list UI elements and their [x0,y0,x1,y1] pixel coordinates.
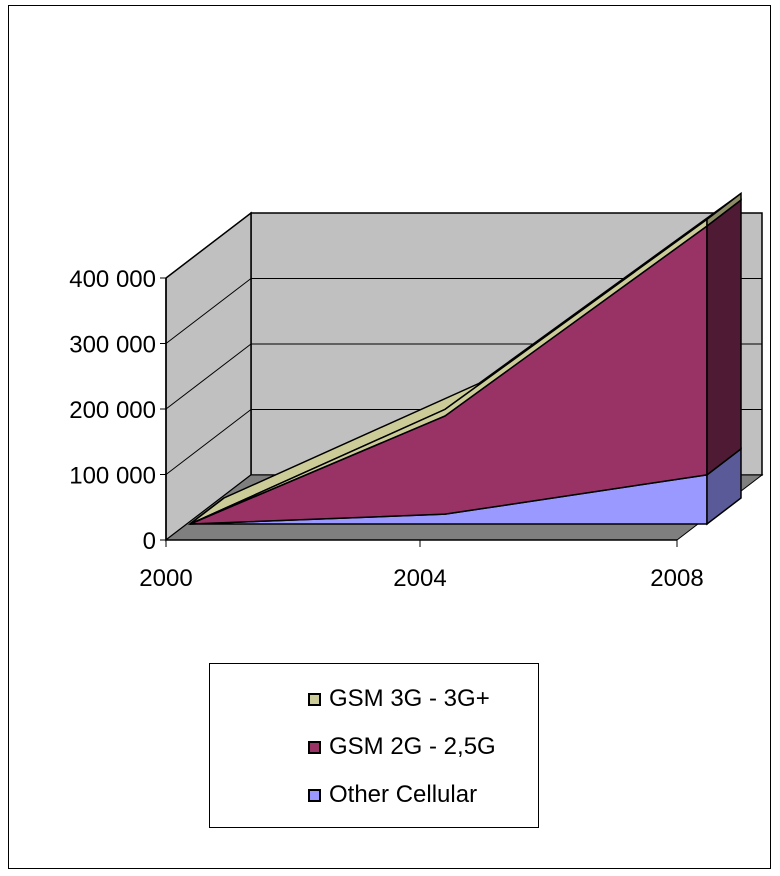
area-chart: 0 100 000 200 000 300 000 400 000 2000 2004 200… [69,191,764,592]
legend-label-other-cellular: Other Cellular [329,781,478,808]
chart-frame: 0 100 000 200 000 300 000 400 000 2000 2004 200… [8,5,771,869]
legend-swatch-gsm-3g [308,692,321,706]
chart-legend: GSM 3G - 3G+ GSM 2G - 2,5G Other Cellula… [209,663,539,828]
legend-item-gsm-3g: GSM 3G - 3G+ [308,684,490,714]
gridline-side [165,409,252,475]
gridline-side [165,278,252,344]
y-tick-label: 200 000 [69,397,156,424]
series-side-2 [706,191,742,228]
legend-swatch-gsm-2g [308,740,321,754]
x-tick-label: 2004 [393,565,446,592]
series-side-1 [706,198,742,477]
y-tick-label: 300 000 [69,332,156,359]
x-tick-label: 2000 [139,565,192,592]
y-tick-label: 400 000 [69,266,156,293]
x-tick-label: 2008 [650,565,703,592]
legend-item-other-cellular: Other Cellular [308,780,477,810]
gridline-side [165,212,252,279]
gridline-side [165,343,252,410]
legend-item-gsm-2g: GSM 2G - 2,5G [308,732,496,762]
y-tick-label: 100 000 [69,463,156,490]
legend-swatch-other-cellular [308,788,321,802]
legend-label-gsm-3g: GSM 3G - 3G+ [329,685,490,712]
legend-label-gsm-2g: GSM 2G - 2,5G [329,733,496,760]
y-tick-label: 0 [143,528,156,555]
